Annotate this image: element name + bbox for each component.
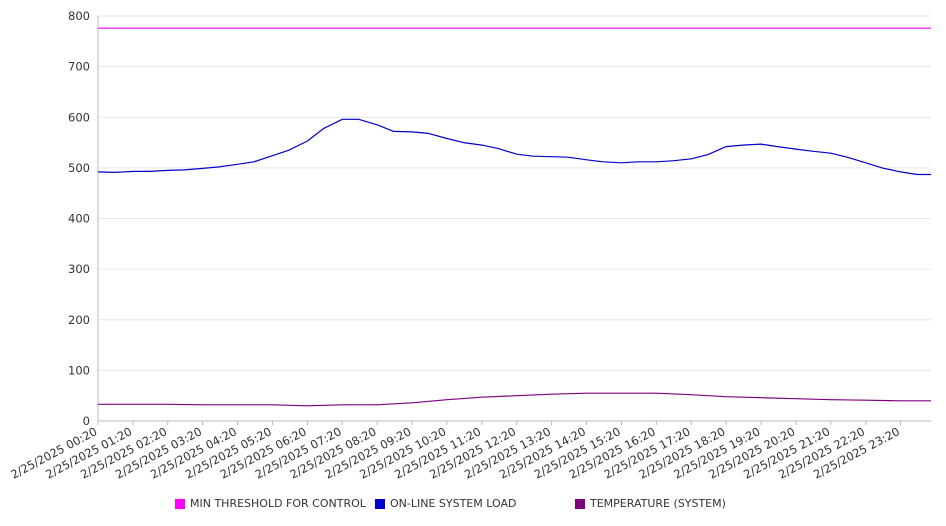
temperature-line (98, 392, 931, 407)
grid-lines (98, 15, 931, 371)
series-lines (97, 27, 931, 407)
legend-item-min-threshold: MIN THRESHOLD FOR CONTROL (175, 497, 366, 510)
chart-axes (97, 16, 931, 425)
legend-label-min-threshold: MIN THRESHOLD FOR CONTROL (190, 497, 366, 510)
legend-item-temperature: TEMPERATURE (SYSTEM) (575, 497, 726, 510)
x-axis-tick-labels: 2/25/2025 00:202/25/2025 01:202/25/2025 … (8, 424, 902, 481)
legend: MIN THRESHOLD FOR CONTROL ON-LINE SYSTEM… (0, 497, 946, 517)
legend-item-online-system-load: ON-LINE SYSTEM LOAD (375, 497, 516, 510)
y-tick-label: 200 (68, 313, 90, 327)
legend-swatch-min-threshold (175, 498, 185, 509)
y-tick-label: 600 (68, 110, 90, 124)
y-axis-tick-labels: 0 100 200 300 400 500 600 700 800 (68, 9, 90, 428)
y-tick-label: 700 (68, 60, 90, 74)
y-tick-label: 0 (83, 414, 90, 428)
y-tick-label: 800 (68, 9, 90, 23)
y-tick-label: 400 (68, 212, 90, 226)
legend-swatch-online-system-load (375, 498, 385, 509)
y-tick-label: 300 (68, 262, 90, 276)
y-tick-label: 500 (68, 161, 90, 175)
online-system-load-line (97, 118, 931, 176)
y-tick-label: 100 (68, 363, 90, 377)
legend-swatch-temperature (575, 498, 585, 509)
legend-label-online-system-load: ON-LINE SYSTEM LOAD (390, 497, 517, 510)
legend-label-temperature: TEMPERATURE (SYSTEM) (590, 497, 726, 510)
